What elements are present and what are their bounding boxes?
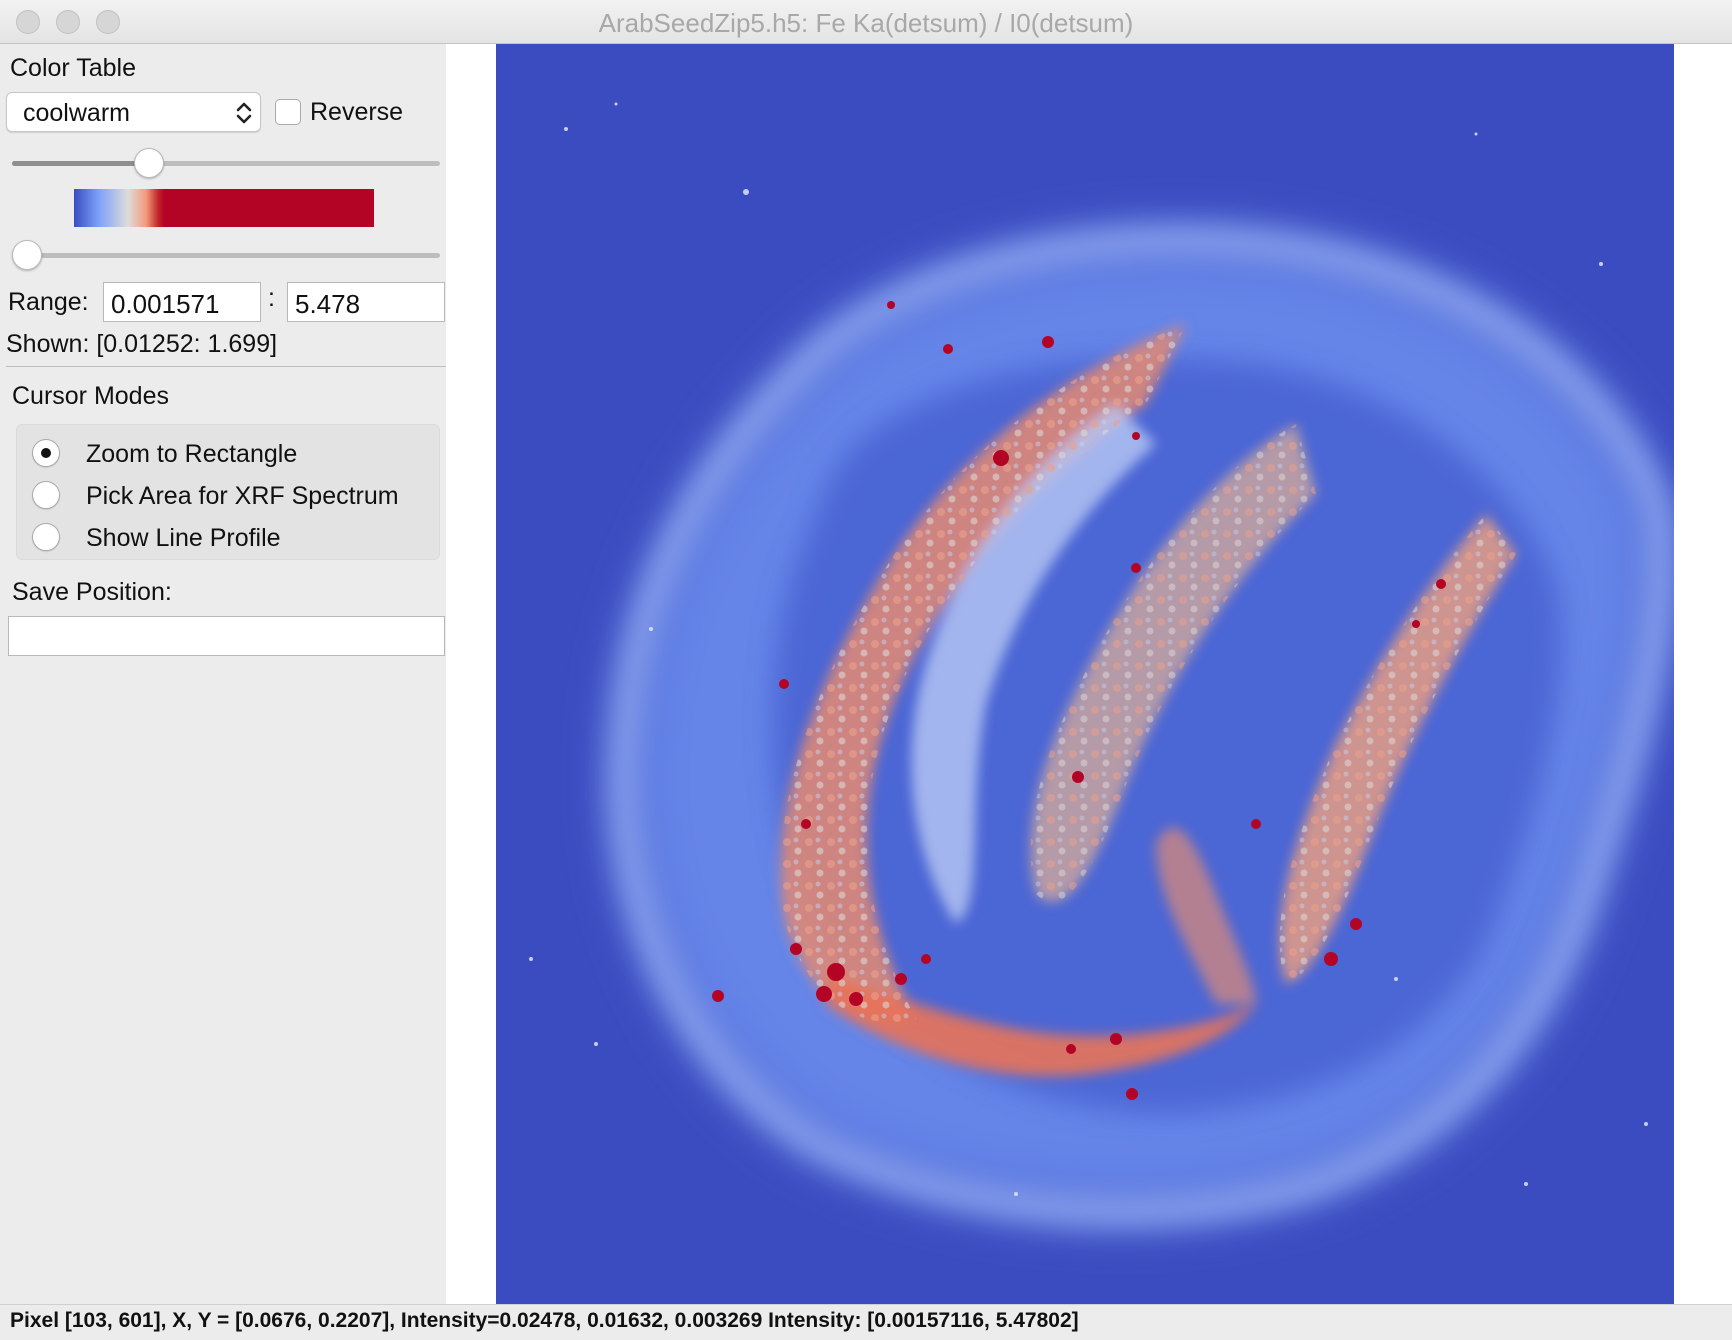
color-min-slider-handle[interactable] [12,240,42,270]
save-position-input[interactable] [8,616,445,656]
radio-button[interactable] [32,523,60,551]
color-max-slider[interactable] [12,161,440,166]
xrf-map-image[interactable] [496,44,1674,1304]
range-label: Range: [8,288,89,316]
close-window-button[interactable] [16,10,40,34]
window-title-bar: ArabSeedZip5.h5: Fe Ka(detsum) / I0(dets… [0,0,1732,44]
window-title: ArabSeedZip5.h5: Fe Ka(detsum) / I0(dets… [598,8,1134,38]
color-table-value: coolwarm [23,99,130,127]
updown-chevron-icon [236,102,252,124]
zoom-window-button[interactable] [96,10,120,34]
xrf-map-canvas [496,44,1674,1304]
reverse-checkbox[interactable] [275,99,301,125]
radio-pick-area-xrf-spectrum[interactable]: Pick Area for XRF Spectrum [16,476,416,514]
range-min-input[interactable]: 0.001571 [103,282,261,322]
color-table-heading: Color Table [10,54,137,82]
minimize-window-button[interactable] [56,10,80,34]
color-table-select[interactable]: coolwarm [6,92,261,132]
save-position-label: Save Position: [12,578,172,606]
range-separator: : [268,284,275,312]
color-min-slider[interactable] [12,253,440,258]
radio-label: Pick Area for XRF Spectrum [86,482,399,510]
radio-show-line-profile[interactable]: Show Line Profile [16,518,416,556]
control-panel: Color Table coolwarm Reverse Range: 0.00… [0,44,446,1304]
radio-zoom-to-rectangle[interactable]: Zoom to Rectangle [16,434,416,472]
image-viewport[interactable] [446,44,1732,1304]
colorbar [74,189,374,227]
divider [6,366,446,367]
shown-range: Shown: [0.01252: 1.699] [6,330,278,358]
color-max-slider-fill [12,161,149,166]
radio-label: Show Line Profile [86,524,281,552]
range-max-input[interactable]: 5.478 [287,282,445,322]
cursor-modes-heading: Cursor Modes [12,382,169,410]
radio-selected-dot [41,448,51,458]
cursor-modes-group [16,424,440,560]
status-bar: Pixel [103, 601], X, Y = [0.0676, 0.2207… [0,1304,1732,1340]
status-text: Pixel [103, 601], X, Y = [0.0676, 0.2207… [10,1309,1079,1332]
radio-label: Zoom to Rectangle [86,440,298,468]
color-max-slider-handle[interactable] [134,148,164,178]
reverse-label: Reverse [310,98,404,126]
radio-button[interactable] [32,439,60,467]
radio-button[interactable] [32,481,60,509]
